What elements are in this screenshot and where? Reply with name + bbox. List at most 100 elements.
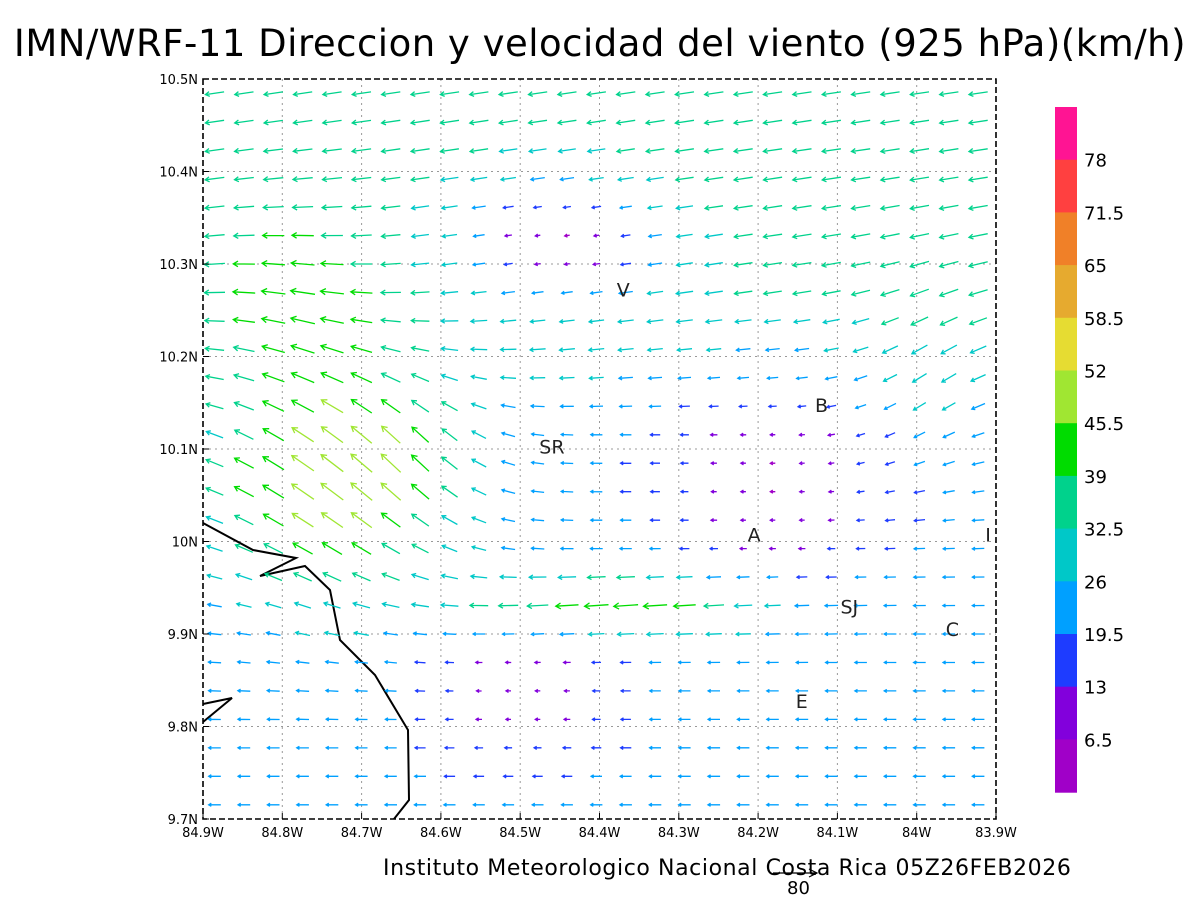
wind-vector <box>559 432 574 437</box>
wind-vector <box>290 343 315 354</box>
wind-vector <box>940 344 958 355</box>
wind-vector <box>703 119 724 126</box>
wind-vector <box>232 232 255 239</box>
wind-vector <box>470 374 487 380</box>
city-label: E <box>796 691 808 713</box>
wind-vector <box>261 372 285 383</box>
wind-vector <box>941 802 956 807</box>
wind-vector <box>820 91 841 97</box>
wind-vector <box>912 688 926 694</box>
wind-vector <box>409 176 430 183</box>
wind-vector <box>319 343 344 354</box>
wind-vector <box>971 688 985 694</box>
wind-vector <box>380 372 401 383</box>
wind-vector <box>439 119 460 126</box>
wind-vector <box>909 260 930 269</box>
wind-vector <box>320 512 344 529</box>
wind-vector <box>820 148 841 154</box>
wind-vector <box>791 204 812 211</box>
wind-vector <box>559 176 575 182</box>
wind-vector <box>971 603 985 608</box>
wind-vector <box>320 204 343 211</box>
wind-vector <box>470 458 487 468</box>
wind-vector <box>762 205 783 211</box>
wind-vector <box>909 232 930 240</box>
wind-vector <box>289 287 316 296</box>
wind-vector <box>791 91 812 98</box>
wind-vector <box>354 659 368 665</box>
wind-vector <box>559 460 574 466</box>
wind-vector <box>236 631 251 636</box>
wind-vector <box>736 688 750 694</box>
wind-vector <box>679 518 689 523</box>
city-labels: V B SR A I SJ C E <box>539 279 991 713</box>
wind-vector <box>913 431 926 439</box>
wind-vector <box>383 774 397 779</box>
wind-vector <box>827 461 835 466</box>
wind-vector <box>909 204 930 212</box>
wind-vector <box>351 571 371 582</box>
wind-vector <box>797 546 806 551</box>
wind-vector <box>738 404 748 409</box>
wind-vector <box>765 745 779 750</box>
wind-vector <box>295 659 310 665</box>
wind-vector <box>503 233 512 238</box>
wind-vector <box>556 91 577 97</box>
wind-vector <box>677 688 691 694</box>
wind-vector <box>319 260 344 268</box>
wind-vector <box>675 631 693 637</box>
wind-vector <box>820 204 841 211</box>
wind-vector <box>883 402 897 411</box>
wind-vector <box>615 148 635 154</box>
wind-vector <box>850 261 871 269</box>
wind-vector <box>203 204 225 211</box>
wind-vector <box>590 205 602 210</box>
x-tick-label: 84.7W <box>341 826 383 841</box>
wind-vector <box>736 745 750 750</box>
wind-vector <box>909 148 930 155</box>
wind-vector <box>503 745 513 750</box>
wind-vector <box>380 261 401 268</box>
wind-vector <box>645 574 664 581</box>
wind-vector <box>320 371 344 384</box>
wind-vector <box>295 688 310 693</box>
wind-vector <box>855 461 865 466</box>
wind-vector <box>705 347 722 353</box>
wind-vector <box>736 717 750 722</box>
wind-vector <box>324 717 339 722</box>
wind-vector <box>648 546 661 551</box>
wind-vector <box>440 346 459 352</box>
wind-vector <box>942 490 955 495</box>
wind-vector <box>648 404 662 409</box>
wind-vector <box>410 602 429 608</box>
wind-vector <box>616 176 634 182</box>
wind-vector <box>735 347 751 353</box>
wind-vector <box>439 148 459 154</box>
wind-vector <box>292 571 312 582</box>
wind-vector <box>261 456 285 471</box>
wind-vector <box>380 91 401 98</box>
wind-vector <box>763 603 781 609</box>
wind-vector <box>736 802 750 807</box>
wind-vector <box>410 454 430 472</box>
colorbar-label: 26 <box>1084 572 1107 593</box>
colorbar-segment <box>1055 528 1077 582</box>
wind-vector <box>705 574 722 580</box>
wind-vector <box>529 318 546 324</box>
wind-vector <box>561 745 572 750</box>
wind-vector <box>791 176 812 183</box>
wind-vector <box>233 119 254 126</box>
wind-vector <box>708 404 719 409</box>
wind-vector <box>261 232 285 239</box>
wind-vector <box>585 91 606 98</box>
wind-vector <box>319 288 344 296</box>
wind-vector <box>647 262 663 267</box>
wind-vector <box>590 660 602 665</box>
wind-vector <box>440 290 459 296</box>
x-tick-label: 84.5W <box>499 826 541 841</box>
wind-vector <box>853 717 867 722</box>
wind-vector <box>529 176 545 182</box>
wind-vector <box>349 260 373 268</box>
wind-vector <box>532 205 542 210</box>
wind-vector <box>292 119 313 126</box>
